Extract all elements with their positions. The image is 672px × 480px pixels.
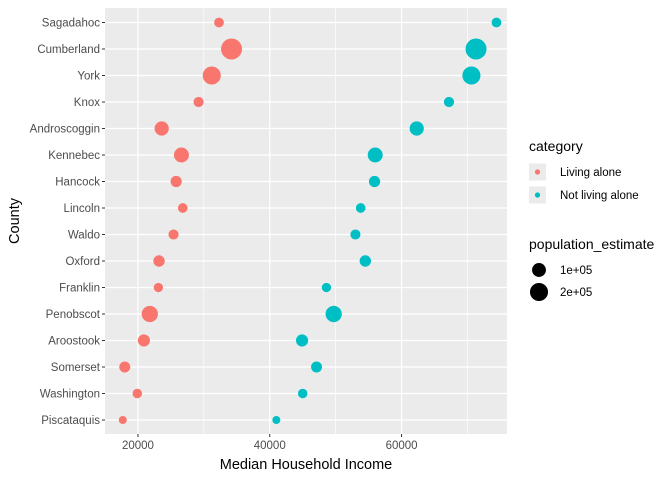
point-not-living-alone-aroostook — [295, 334, 309, 347]
point-living-alone-cumberland — [221, 38, 243, 60]
point-not-living-alone-knox — [443, 96, 455, 108]
legend-size-label: 2e+05 — [560, 287, 592, 299]
y-tick-label: Penobscot — [46, 309, 101, 321]
y-axis: Sagadahoc Cumberland York Knox Androscoggin K… — [30, 18, 105, 427]
y-tick-label: Aroostook — [48, 336, 100, 348]
point-living-alone-piscataquis — [118, 416, 127, 424]
point-living-alone-sagadahoc — [214, 17, 224, 28]
point-not-living-alone-androscoggin — [409, 121, 424, 136]
legend-key-living-alone — [534, 169, 541, 175]
point-not-living-alone-piscataquis — [272, 416, 281, 424]
point-not-living-alone-somerset — [311, 361, 323, 373]
point-not-living-alone-sagadahoc — [491, 17, 502, 28]
point-living-alone-aroostook — [137, 334, 150, 347]
legend: category population_estimate Living alon… — [529, 138, 655, 302]
point-not-living-alone-york — [462, 66, 481, 85]
y-tick-label: Androscoggin — [30, 124, 100, 136]
legend-label-not-living-alone: Not living alone — [560, 190, 639, 202]
x-axis-title: Median Household Income — [220, 457, 393, 473]
legend-size-key — [529, 282, 549, 302]
y-tick-label: Hancock — [55, 177, 100, 189]
data-points — [118, 17, 502, 424]
point-not-living-alone-oxford — [359, 255, 372, 267]
point-living-alone-franklin — [153, 282, 164, 293]
point-not-living-alone-kennebec — [367, 147, 383, 163]
y-tick-label: Knox — [74, 97, 100, 109]
point-not-living-alone-penobscot — [325, 305, 342, 323]
legend-size-title: population_estimate — [529, 236, 655, 252]
point-living-alone-york — [202, 66, 221, 85]
point-not-living-alone-washington — [297, 388, 308, 399]
point-not-living-alone-franklin — [321, 282, 332, 293]
legend-size-label: 1e+05 — [560, 265, 592, 277]
plot-panel — [105, 8, 507, 434]
y-tick-label: Oxford — [65, 256, 100, 268]
point-living-alone-penobscot — [141, 305, 158, 323]
point-living-alone-androscoggin — [154, 121, 169, 136]
legend-key-not-living-alone — [534, 192, 541, 198]
y-tick-label: Kennebec — [48, 150, 100, 162]
point-living-alone-kennebec — [173, 147, 189, 163]
y-tick-label: Cumberland — [37, 44, 100, 56]
x-axis: 20000 40000 60000 — [122, 434, 418, 452]
point-living-alone-somerset — [119, 361, 131, 373]
panel-background — [105, 8, 507, 434]
y-tick-label: Lincoln — [64, 203, 100, 215]
y-tick-label: York — [77, 71, 100, 83]
y-tick-label: Sagadahoc — [42, 18, 100, 30]
point-living-alone-knox — [193, 96, 204, 108]
y-tick-label: Washington — [40, 389, 100, 401]
y-axis-title: County — [7, 197, 23, 244]
point-not-living-alone-cumberland — [465, 38, 487, 60]
y-tick-label: Waldo — [68, 230, 100, 242]
point-not-living-alone-hancock — [368, 175, 381, 188]
point-not-living-alone-waldo — [350, 229, 361, 240]
point-living-alone-washington — [132, 388, 143, 399]
x-tick-label: 20000 — [122, 440, 154, 452]
point-not-living-alone-lincoln — [355, 203, 366, 213]
point-living-alone-lincoln — [177, 203, 188, 213]
legend-size-key — [532, 263, 546, 277]
point-living-alone-oxford — [153, 255, 165, 267]
point-living-alone-hancock — [170, 175, 182, 188]
legend-color-title: category — [529, 138, 583, 154]
y-tick-label: Piscataquis — [41, 415, 100, 427]
x-tick-label: 60000 — [386, 440, 418, 452]
x-tick-label: 40000 — [254, 440, 286, 452]
y-tick-label: Somerset — [51, 362, 101, 374]
point-living-alone-waldo — [168, 229, 179, 240]
legend-label-living-alone: Living alone — [560, 167, 621, 179]
y-tick-label: Franklin — [59, 283, 100, 295]
